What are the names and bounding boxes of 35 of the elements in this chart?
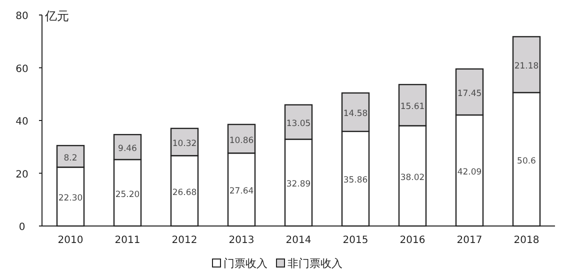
data-label: 15.61 (400, 102, 425, 112)
x-tick-label: 2017 (456, 235, 482, 246)
data-label: 25.20 (115, 190, 140, 200)
data-label: 17.45 (457, 88, 482, 99)
x-tick-label: 2015 (342, 235, 368, 246)
data-label: 14.58 (343, 109, 368, 120)
x-tick-label: 2016 (400, 235, 426, 246)
data-label: 13.05 (286, 119, 311, 130)
x-tick-label: 2018 (514, 235, 540, 246)
x-tick-label: 2010 (58, 235, 84, 246)
data-label: 21.18 (514, 62, 539, 72)
x-tick-label: 2012 (172, 235, 198, 246)
data-label: 8.2 (64, 153, 78, 164)
legend-label: 非门票收入 (288, 257, 342, 270)
data-label: 26.68 (172, 188, 197, 198)
y-tick-label: 20 (16, 169, 28, 180)
data-label: 42.09 (457, 167, 482, 178)
data-label: 32.89 (286, 180, 311, 190)
y-tick-label: 40 (16, 116, 28, 128)
data-label: 9.46 (118, 144, 137, 154)
data-label: 10.86 (229, 136, 254, 146)
x-tick-label: 2013 (228, 235, 254, 246)
data-label: 50.6 (517, 156, 536, 166)
data-label: 35.86 (343, 176, 368, 186)
x-tick-label: 2014 (286, 235, 312, 246)
data-label: 27.64 (229, 186, 254, 197)
legend-label: 门票收入 (224, 257, 268, 270)
x-tick-label: 2011 (114, 235, 140, 246)
data-label: 38.02 (400, 172, 425, 183)
y-axis-title: 亿元 (44, 9, 69, 23)
y-tick-label: 60 (16, 64, 28, 75)
data-label: 22.30 (58, 194, 83, 204)
y-tick-label: 0 (18, 222, 26, 233)
data-label: 10.32 (172, 139, 197, 150)
y-tick-label: 80 (16, 11, 28, 22)
